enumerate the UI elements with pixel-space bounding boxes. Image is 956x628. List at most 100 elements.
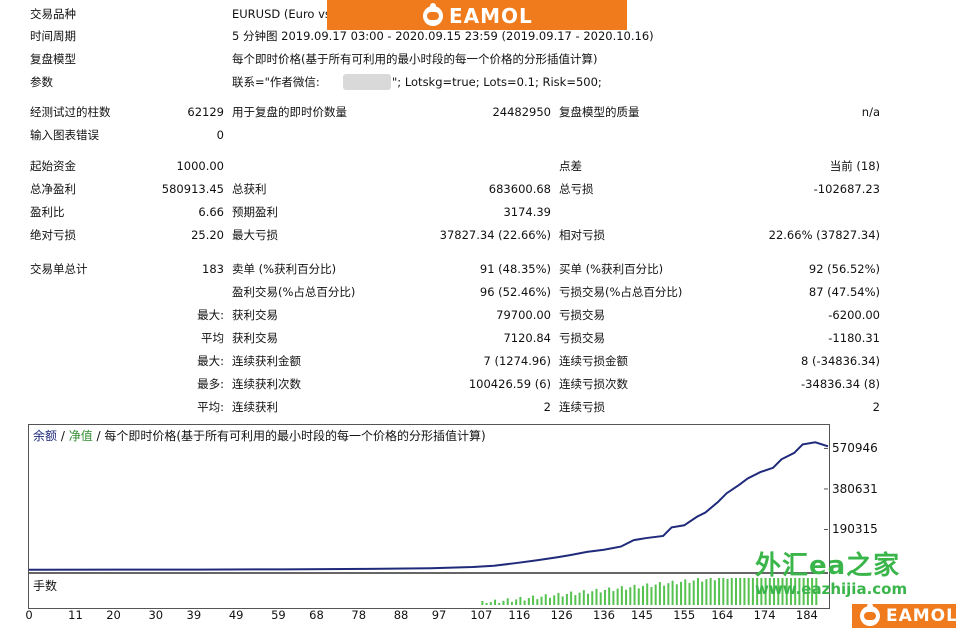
- redacted-contact: [343, 74, 391, 90]
- params-value-pre: 联系="作者微信:: [232, 75, 320, 89]
- x-tick-label: 155: [673, 608, 696, 622]
- avg-profit-value: 7120.84: [503, 331, 551, 345]
- most-consec-loss-value: -34836.34 (8): [801, 377, 880, 391]
- max-consec-losses-label: 连续亏损金额: [559, 354, 628, 368]
- bars-label: 经测试过的柱数: [30, 105, 111, 119]
- legend-equity: 净值: [68, 429, 93, 443]
- brand-logo-icon-bottom: [860, 603, 880, 626]
- most-prefix: 最多:: [197, 377, 224, 391]
- volume-label: 手数: [33, 579, 58, 593]
- rel-drawdown-label: 相对亏损: [559, 228, 605, 242]
- expected-payoff-value: 3174.39: [503, 205, 551, 219]
- x-tick-label: 68: [309, 608, 324, 622]
- quality-value: n/a: [861, 105, 880, 119]
- long-trades-label: 买单 (%获利百分比): [559, 262, 664, 276]
- largest-profit-value: 79700.00: [496, 308, 551, 322]
- legend-title: / 每个即时价格(基于所有可利用的最小时段的每一个价格的分形插值计算): [92, 429, 486, 443]
- x-tick-label: 145: [631, 608, 653, 622]
- short-trades-label: 卖单 (%获利百分比): [232, 262, 337, 276]
- y-tick-label: 570946: [832, 441, 878, 456]
- chart-legend: 余额 / 净值 / 每个即时价格(基于所有可利用的最小时段的每一个价格的分形插值…: [33, 427, 486, 444]
- most-consec-profit-label: 连续获利次数: [232, 377, 301, 391]
- x-tick-label: 30: [148, 608, 164, 622]
- x-tick-label: 136: [592, 608, 615, 622]
- max-consec-wins-value: 7 (1274.96): [483, 354, 551, 368]
- x-tick-label: 97: [431, 608, 447, 622]
- spread-label: 点差: [559, 159, 582, 173]
- max-consec-prefix: 最大:: [197, 354, 224, 368]
- abs-drawdown-value: 25.20: [191, 228, 224, 242]
- x-tick-label: 164: [711, 608, 734, 622]
- max-drawdown-label: 最大亏损: [232, 228, 278, 242]
- profit-factor-label: 盈利比: [30, 205, 65, 219]
- bars-value: 62129: [187, 105, 224, 119]
- short-trades-value: 91 (48.35%): [479, 262, 551, 276]
- most-consec-loss-label: 连续亏损次数: [559, 377, 628, 391]
- max-consec-losses-value: 8 (-34836.34): [801, 354, 880, 368]
- largest-loss-value: -6200.00: [828, 308, 880, 322]
- total-trades-label: 交易单总计: [30, 262, 88, 276]
- spread-value: 当前 (18): [829, 159, 880, 173]
- x-tick-label: 107: [470, 608, 493, 622]
- max-drawdown-value: 37827.34 (22.66%): [439, 228, 551, 242]
- x-tick-label: 39: [186, 608, 202, 622]
- symbol-label: 交易品种: [30, 7, 76, 21]
- period-value: 5 分钟图 2019.09.17 03:00 - 2020.09.15 23:5…: [232, 29, 654, 43]
- brand-banner-top: EAMOL: [327, 0, 627, 30]
- brand-logo-icon: [423, 3, 443, 26]
- gross-profit-value: 683600.68: [488, 182, 551, 196]
- gross-loss-value: -102687.23: [813, 182, 880, 196]
- x-tick-label: 49: [228, 608, 244, 622]
- watermark-url: www.eazhijia.com: [755, 580, 908, 598]
- params-label: 参数: [30, 75, 53, 89]
- gross-profit-label: 总获利: [232, 182, 267, 196]
- y-tick-label: 380631: [832, 481, 878, 496]
- x-tick-label: 78: [351, 608, 367, 622]
- rel-drawdown-value: 22.66% (37827.34): [768, 228, 880, 242]
- most-consec-profit-value: 100426.59 (6): [468, 377, 551, 391]
- profit-trades-value: 96 (52.46%): [479, 285, 551, 299]
- brand-name-bottom: EAMOL: [886, 606, 956, 626]
- avg-loss-label: 亏损交易: [559, 331, 605, 345]
- net-profit-value: 580913.45: [161, 182, 224, 196]
- gross-loss-label: 总亏损: [559, 182, 594, 196]
- avg-loss-value: -1180.31: [828, 331, 880, 345]
- avg-consec-losses-label: 连续亏损: [559, 400, 605, 414]
- brand-name: EAMOL: [449, 4, 533, 28]
- deposit-label: 起始资金: [30, 159, 76, 173]
- x-tick-label: 184: [795, 608, 818, 622]
- total-trades-value: 183: [202, 262, 224, 276]
- y-tick-label: 190315: [832, 522, 878, 537]
- max-consec-wins-label: 连续获利金额: [232, 354, 301, 368]
- x-tick-label: 59: [271, 608, 286, 622]
- quality-label: 复盘模型的质量: [559, 105, 640, 119]
- legend-separator: /: [57, 429, 69, 443]
- x-tick-label: 20: [106, 608, 121, 622]
- avg-consec-wins-label: 连续获利: [232, 400, 278, 414]
- avg-consec-wins-value: 2: [543, 400, 551, 414]
- x-tick-label: 11: [68, 608, 83, 622]
- largest-profit-label: 获利交易: [232, 308, 278, 322]
- expected-payoff-label: 预期盈利: [232, 205, 278, 219]
- x-tick-label: 88: [393, 608, 409, 622]
- watermark: 外汇ea之家 www.eazhijia.com: [755, 545, 907, 598]
- avg-prefix: 平均: [201, 331, 224, 345]
- legend-balance: 余额: [33, 429, 58, 443]
- profit-factor-value: 6.66: [198, 205, 224, 219]
- model-label: 复盘模型: [30, 52, 76, 66]
- ticks-label: 用于复盘的即时价数量: [232, 105, 347, 119]
- watermark-cn: 外汇ea之家: [755, 551, 901, 581]
- x-tick-label: 0: [25, 608, 33, 622]
- largest-loss-label: 亏损交易: [559, 308, 605, 322]
- avg-consec-prefix: 平均:: [197, 400, 224, 414]
- params-value-post: "; Lotskg=true; Lots=0.1; Risk=500;: [392, 75, 602, 89]
- largest-prefix: 最大:: [197, 308, 224, 322]
- symbol-value: EURUSD (Euro vs: [232, 7, 331, 21]
- errors-value: 0: [216, 128, 224, 142]
- x-tick-label: 174: [753, 608, 776, 622]
- deposit-value: 1000.00: [176, 159, 224, 173]
- avg-consec-losses-value: 2: [872, 400, 880, 414]
- ticks-value: 24482950: [492, 105, 551, 119]
- long-trades-value: 92 (56.52%): [808, 262, 880, 276]
- period-label: 时间周期: [30, 29, 76, 43]
